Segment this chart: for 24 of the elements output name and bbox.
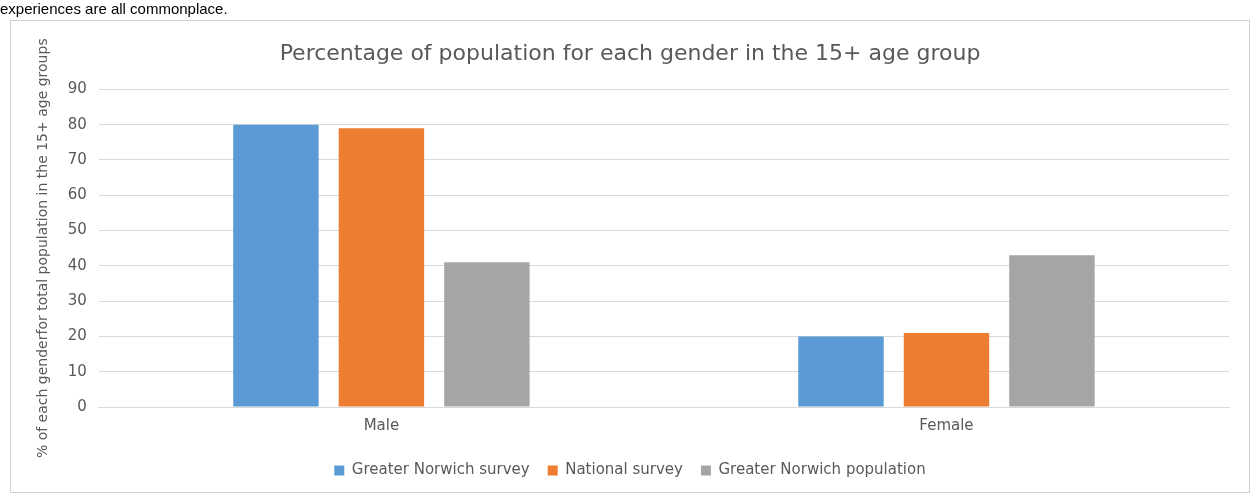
y-tick-label: 20 [67,326,87,345]
y-tick-label: 50 [67,220,87,239]
legend-label: National survey [565,460,684,479]
bar [233,124,319,407]
y-axis-title: % of each genderfor total population in the 15+ age groups [34,38,51,459]
y-tick-label: 10 [67,361,87,380]
bar [1009,255,1095,407]
y-tick-label: 30 [67,291,87,310]
y-tick-label: 60 [67,185,87,204]
legend-label: Greater Norwich survey [351,460,530,479]
x-tick-label: Female [919,415,974,434]
y-tick-label: 40 [67,255,87,274]
bar [338,128,425,407]
y-tick-label: 80 [67,114,87,133]
bar [444,262,530,407]
legend-label: Greater Norwich population [718,460,926,479]
x-tick-label: Male [363,415,400,434]
chart-title: Percentage of population for each gender in the 15+ age group [279,39,981,65]
y-tick-label: 0 [77,396,87,415]
y-tick-label: 90 [67,79,87,98]
text: experiences are all commonplace. [0,0,228,18]
y-tick-label: 70 [67,149,87,168]
bar [798,336,884,407]
bar [903,332,990,407]
